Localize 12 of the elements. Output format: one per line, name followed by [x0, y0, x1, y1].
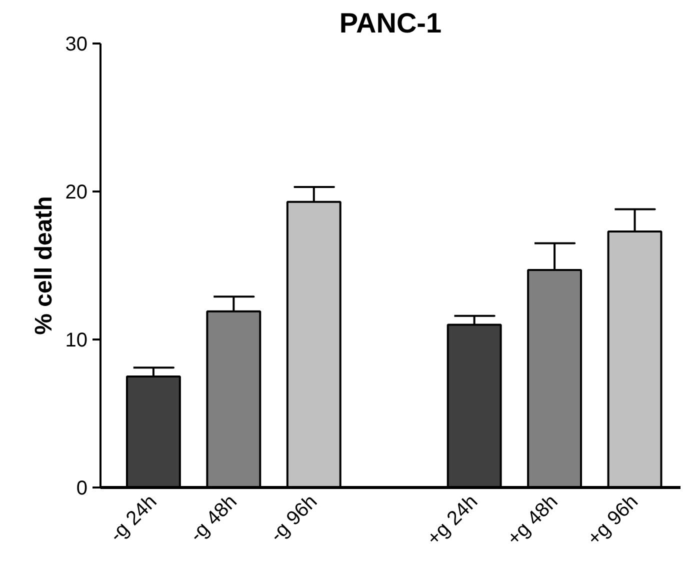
x-tick-label: -g 96h [266, 490, 322, 546]
x-tick-label: +g 48h [503, 490, 562, 550]
y-tick-label: 0 [76, 478, 88, 500]
y-tick-label: 10 [65, 330, 88, 352]
x-tick-label: +g 24h [422, 490, 482, 550]
y-axis-title: % cell death [30, 196, 58, 335]
x-tick-label: -g 24h [106, 490, 162, 546]
chart-title: PANC-1 [339, 8, 442, 38]
y-tick-label: 20 [65, 182, 88, 204]
x-tick-label: -g 48h [186, 490, 242, 546]
y-tick-label: 30 [65, 34, 88, 56]
x-tick-label: +g 96h [583, 490, 643, 550]
